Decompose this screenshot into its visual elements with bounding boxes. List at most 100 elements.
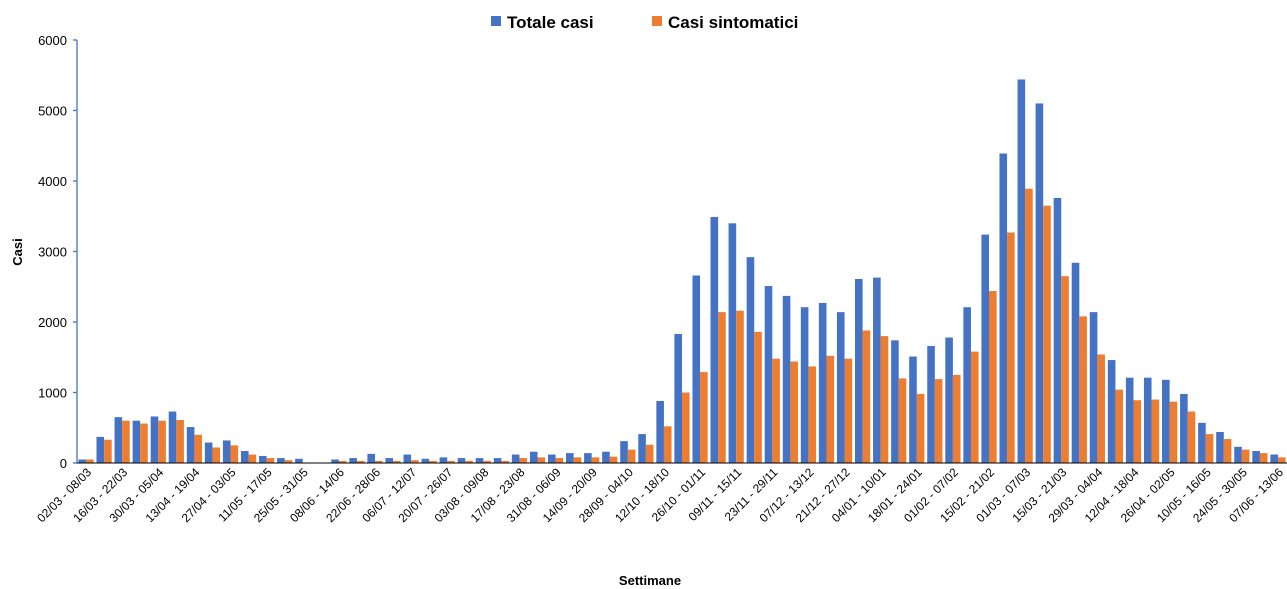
bar-casi-sintomatici	[158, 420, 166, 463]
bar-casi-sintomatici	[1043, 205, 1051, 463]
bar-casi-sintomatici	[1061, 276, 1069, 463]
bar-casi-sintomatici	[140, 423, 148, 463]
bar-totale-casi	[927, 345, 935, 463]
bar-totale-casi	[421, 458, 430, 463]
bar-totale-casi	[1071, 262, 1080, 463]
bar-casi-sintomatici	[1277, 457, 1286, 463]
bar-totale-casi	[584, 453, 592, 463]
bar-casi-sintomatici	[411, 460, 419, 463]
legend: Totale casi Casi sintomatici	[491, 13, 798, 32]
bar-totale-casi	[367, 453, 375, 463]
bar-casi-sintomatici	[663, 426, 672, 463]
bar-totale-casi	[566, 453, 574, 463]
bar-totale-casi	[674, 333, 682, 463]
bar-totale-casi	[1053, 197, 1062, 464]
bar-casi-sintomatici	[1241, 449, 1250, 463]
bar-totale-casi	[1125, 377, 1134, 463]
bar-totale-casi	[782, 295, 791, 463]
y-tick-label: 1000	[38, 386, 67, 401]
bar-casi-sintomatici	[916, 393, 925, 463]
bar-totale-casi	[891, 340, 899, 463]
bar-casi-sintomatici	[248, 454, 257, 463]
bar-casi-sintomatici	[790, 361, 798, 463]
bar-casi-sintomatici	[104, 439, 112, 463]
bar-casi-sintomatici	[483, 460, 491, 463]
bar-totale-casi	[602, 451, 610, 463]
bar-casi-sintomatici	[212, 447, 221, 463]
bar-casi-sintomatici	[537, 457, 546, 463]
bar-casi-sintomatici	[718, 312, 726, 463]
legend-swatch-totale-casi	[491, 16, 501, 26]
bar-totale-casi	[1035, 103, 1044, 463]
bar-casi-sintomatici	[230, 445, 239, 464]
bar-casi-sintomatici	[374, 460, 383, 463]
legend-label-casi-sintomatici: Casi sintomatici	[668, 13, 798, 32]
bar-totale-casi	[764, 286, 773, 463]
bar-totale-casi	[800, 307, 809, 463]
bar-casi-sintomatici	[862, 330, 871, 463]
bar-totale-casi	[945, 337, 953, 463]
bar-casi-sintomatici	[356, 460, 365, 463]
bar-casi-sintomatici	[266, 458, 275, 463]
bar-casi-sintomatici	[176, 420, 184, 463]
bar-totale-casi	[132, 420, 141, 463]
bar-totale-casi	[1198, 422, 1206, 463]
bar-casi-sintomatici	[772, 358, 780, 463]
bar-casi-sintomatici	[970, 351, 979, 463]
bar-totale-casi	[529, 451, 538, 463]
bar-casi-sintomatici	[1187, 411, 1196, 463]
bar-casi-sintomatici	[826, 355, 835, 463]
bar-totale-casi	[1162, 379, 1170, 463]
x-axis-title: Settimane	[619, 573, 681, 588]
bar-casi-sintomatici	[555, 458, 564, 463]
y-tick-label: 6000	[38, 33, 67, 48]
bar-totale-casi	[439, 457, 448, 463]
bar-casi-sintomatici	[573, 457, 582, 463]
bar-totale-casi	[873, 277, 881, 463]
bar-casi-sintomatici	[465, 460, 473, 463]
bar-totale-casi	[222, 440, 231, 463]
bar-totale-casi	[457, 458, 466, 463]
bar-casi-sintomatici	[934, 379, 943, 463]
bar-casi-sintomatici	[86, 459, 94, 463]
bar-totale-casi	[909, 356, 917, 463]
legend-label-totale-casi: Totale casi	[507, 13, 594, 32]
bar-casi-sintomatici	[1169, 401, 1178, 463]
bar-casi-sintomatici	[952, 374, 961, 464]
bar-totale-casi	[349, 458, 357, 463]
bar-totale-casi	[692, 275, 701, 463]
bar-totale-casi	[475, 458, 484, 463]
bar-casi-sintomatici	[736, 310, 744, 463]
bar-totale-casi	[168, 411, 177, 463]
bar-casi-sintomatici	[609, 456, 618, 463]
bar-totale-casi	[1270, 454, 1278, 463]
bar-totale-casi	[114, 417, 123, 463]
y-axis-title: Casi	[10, 238, 25, 265]
bar-totale-casi	[385, 458, 394, 463]
bar-totale-casi	[240, 451, 249, 463]
bar-totale-casi	[1017, 79, 1026, 463]
bar-totale-casi	[620, 441, 628, 463]
bar-totale-casi	[547, 454, 556, 463]
bar-casi-sintomatici	[627, 449, 636, 463]
bar-casi-sintomatici	[338, 460, 347, 463]
bar-totale-casi	[963, 307, 971, 463]
bar-casi-sintomatici	[393, 460, 401, 463]
bar-totale-casi	[403, 454, 412, 463]
bar-casi-sintomatici	[1007, 232, 1015, 463]
bar-totale-casi	[1216, 431, 1224, 463]
bar-casi-sintomatici	[1205, 434, 1214, 463]
bar-casi-sintomatici	[519, 458, 528, 463]
bar-casi-sintomatici	[700, 372, 708, 463]
bar-totale-casi	[710, 216, 719, 463]
bar-casi-sintomatici	[1151, 399, 1160, 463]
bar-casi-sintomatici	[1097, 354, 1105, 463]
bar-totale-casi	[150, 416, 159, 463]
bar-casi-sintomatici	[1259, 453, 1268, 463]
bar-totale-casi	[728, 223, 737, 463]
bar-casi-sintomatici	[284, 460, 293, 463]
bar-casi-sintomatici	[1079, 316, 1087, 463]
bar-totale-casi	[1180, 393, 1188, 463]
bar-casi-sintomatici	[429, 460, 437, 463]
